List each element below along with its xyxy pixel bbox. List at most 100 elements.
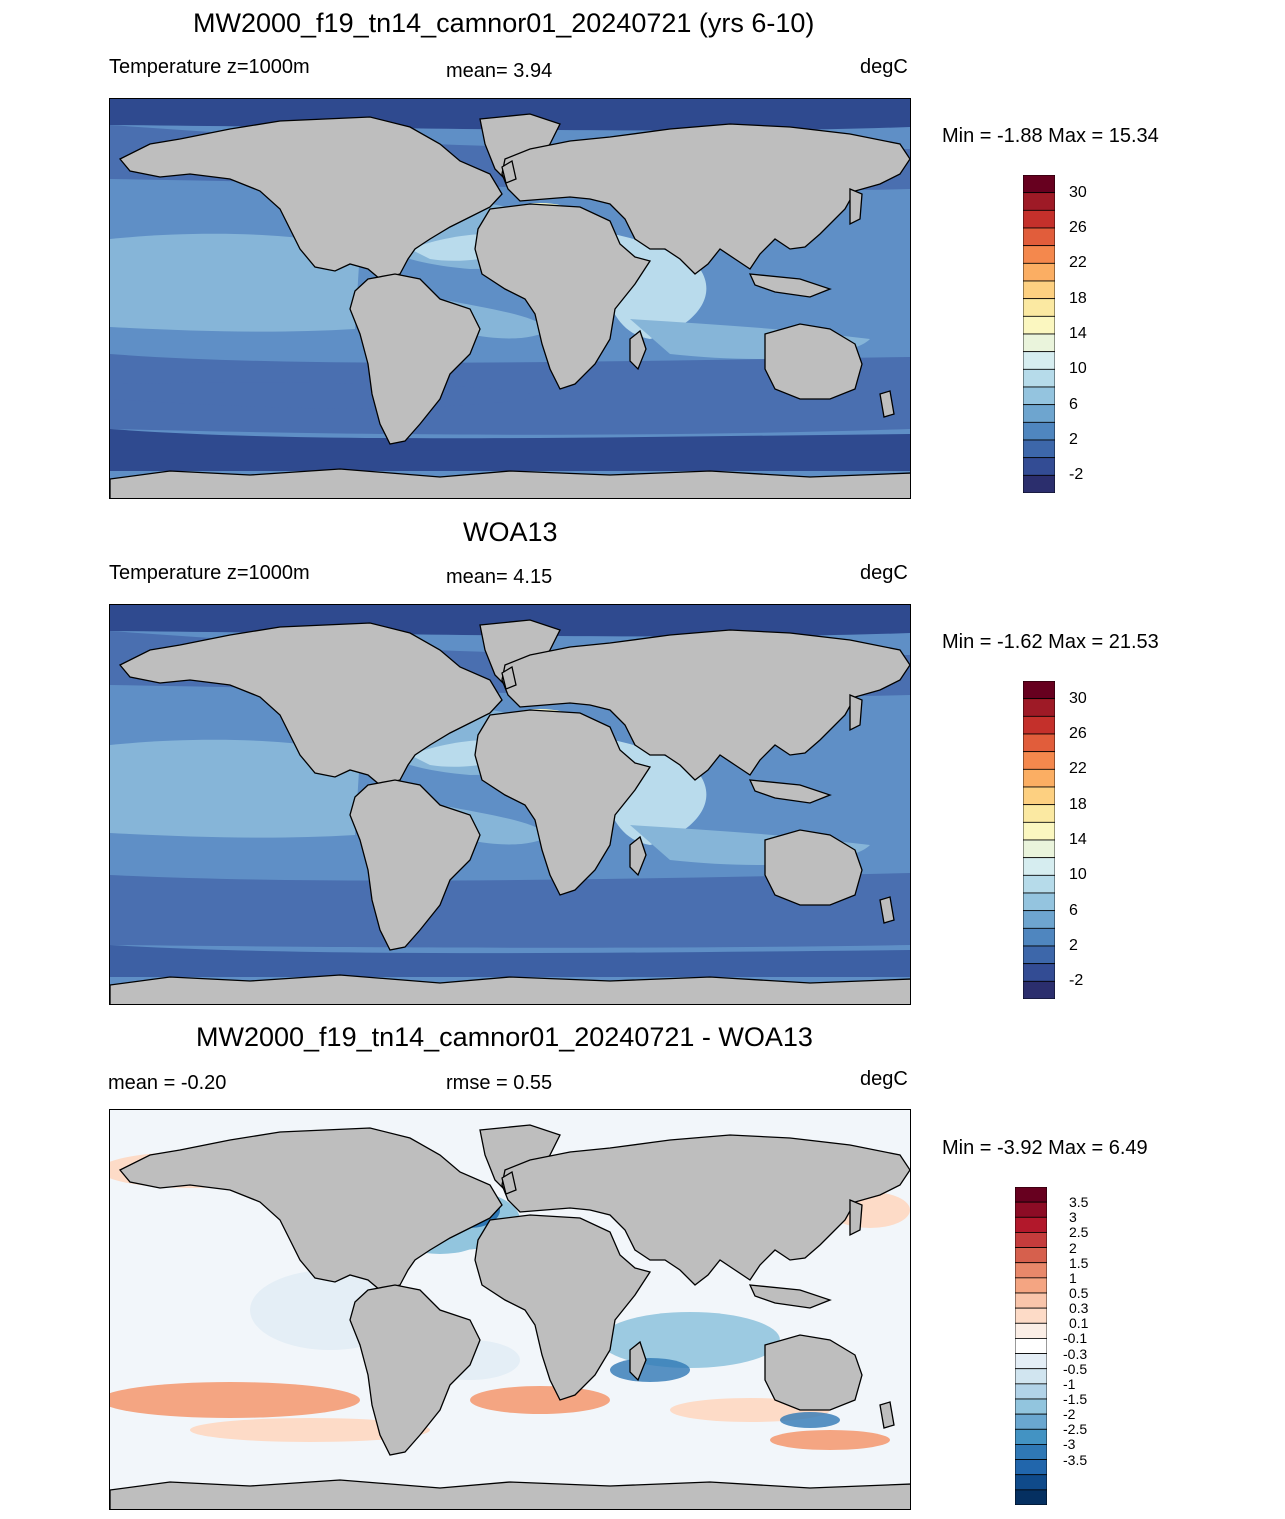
colorbar-tick-label: -1 (1063, 1375, 1076, 1392)
colorbar-swatches (1015, 1187, 1047, 1505)
colorbar-swatch (1015, 1232, 1047, 1248)
panel1-mean-label: mean= 3.94 (446, 60, 553, 82)
colorbar-tick-label: 1 (1069, 1269, 1077, 1286)
colorbar-tick-label: -2 (1069, 972, 1084, 990)
colorbar-swatch (1023, 698, 1055, 717)
land-masses (110, 1124, 910, 1509)
colorbar-tick-label: -2.5 (1063, 1421, 1088, 1438)
colorbar-swatch (1015, 1398, 1047, 1415)
pacific-warm (110, 739, 360, 838)
land-japan (849, 694, 863, 732)
colorbar-swatches (1023, 681, 1055, 999)
colorbar-swatch (1023, 421, 1055, 441)
colorbar-swatch (1023, 910, 1055, 929)
colorbar-swatch (1023, 209, 1055, 229)
southern-deep-band (110, 873, 910, 948)
colorbar-tick-label: 10 (1069, 866, 1087, 884)
colorbar-swatch (1023, 404, 1055, 423)
colorbar-tick-label: -2 (1069, 466, 1084, 484)
panel1-colorbar: 30 26 22 18 14 10 6 2 -2 (1023, 175, 1123, 493)
colorbar-swatch (1023, 839, 1055, 859)
land-newzealand (879, 390, 895, 418)
colorbar-swatch (1023, 245, 1055, 264)
colorbar-swatch (1023, 751, 1055, 770)
colorbar-swatch (1023, 874, 1055, 894)
land-madagascar (629, 835, 647, 877)
colorbar-swatch (1023, 175, 1055, 194)
colorbar-tick-label: 14 (1069, 325, 1087, 342)
land-southAmerica (349, 1284, 481, 1456)
land-eurasia (501, 1134, 910, 1286)
colorbar-tick-label: 30 (1069, 183, 1087, 201)
colorbar-swatch (1023, 315, 1055, 335)
land-uk (501, 159, 517, 184)
panel3-difference-map (109, 1109, 911, 1510)
colorbar-swatch (1023, 963, 1055, 982)
panel3-title: MW2000_f19_tn14_camnor01_20240721 - WOA1… (196, 1022, 813, 1052)
panel3-rmse-label: rmse = 0.55 (446, 1072, 553, 1094)
colorbar-tick-label: 14 (1069, 831, 1087, 848)
colorbar-tick-label: 2 (1069, 1239, 1077, 1256)
colorbar-swatch (1023, 298, 1055, 317)
colorbar-tick-label: 18 (1069, 795, 1087, 813)
colorbar-swatch (1015, 1338, 1047, 1354)
colorbar-swatch (1023, 368, 1055, 388)
colorbar-swatch (1015, 1216, 1047, 1233)
panel1-variable-label: Temperature z=1000m (109, 56, 310, 78)
southern-cool-east (780, 1412, 840, 1428)
land-antarctica (110, 468, 910, 498)
colorbar-tick-label: 2.5 (1069, 1224, 1089, 1241)
colorbar-swatch (1023, 804, 1055, 823)
colorbar-tick-label: 3.5 (1069, 1194, 1089, 1211)
land-madagascar (629, 1340, 647, 1382)
colorbar-swatch (1015, 1353, 1047, 1370)
land-uk (501, 665, 517, 690)
colorbar-swatch (1015, 1262, 1047, 1279)
colorbar-swatch (1023, 821, 1055, 841)
colorbar-swatch (1015, 1474, 1047, 1491)
colorbar-tick-label: 26 (1069, 219, 1087, 236)
colorbar-tick-label: -3.5 (1063, 1451, 1088, 1468)
colorbar-tick-label: -0.1 (1063, 1330, 1088, 1347)
land-eurasia (501, 629, 910, 781)
land-northAmerica (118, 1127, 503, 1291)
colorbar-tick-label: -1.5 (1063, 1391, 1088, 1407)
land-africa (474, 1214, 652, 1401)
colorbar-swatch (1023, 262, 1055, 282)
colorbar-swatch (1023, 733, 1055, 753)
panel3-colorbar: 3.5 3 2.5 2 1.5 1 0.5 0.3 0.1 -0.1 -0.3 -0.5 -1 -1.5-… (1015, 1187, 1125, 1505)
colorbar-tick-label: 22 (1069, 760, 1087, 778)
land-australia (764, 323, 863, 400)
colorbar-tick-label: 6 (1069, 901, 1078, 919)
colorbar-tick-label: -2 (1063, 1406, 1076, 1423)
land-masses (110, 619, 910, 1004)
land-antarctica (110, 1479, 910, 1509)
indian-ocean-cool (600, 1312, 780, 1368)
colorbar-tick-label: 3 (1069, 1209, 1077, 1226)
panel2-colorbar: 30 26 22 18 14 10 6 2 -2 (1023, 681, 1123, 999)
colorbar-swatch (1015, 1489, 1047, 1505)
colorbar-tick-label: 0.1 (1069, 1315, 1089, 1332)
panel3-minmax-label: Min = -3.92 Max = 6.49 (942, 1137, 1148, 1159)
colorbar-swatch (1015, 1459, 1047, 1476)
colorbar-tick-label: -3 (1063, 1436, 1076, 1453)
land-northAmerica (118, 622, 503, 786)
colorbar-swatch (1015, 1201, 1047, 1218)
colorbar-tick-label: 2 (1069, 937, 1078, 954)
colorbar-swatch (1023, 280, 1055, 300)
colorbar-swatch (1015, 1322, 1047, 1339)
colorbar-tick-label: 2 (1069, 431, 1078, 448)
south-pacific-warm-light (190, 1418, 430, 1442)
panel3-units-label: degC (860, 1068, 908, 1090)
land-antarctica (110, 974, 910, 1004)
land-eurasia (501, 123, 910, 275)
colorbar-swatch (1023, 945, 1055, 965)
land-newzealand (879, 896, 895, 924)
land-japan (849, 188, 863, 226)
land-uk (501, 1170, 517, 1195)
land-japan (849, 1199, 863, 1237)
colorbar-swatch (1023, 192, 1055, 211)
south-pacific-warm (110, 1382, 360, 1418)
colorbar-tick-label: 26 (1069, 725, 1087, 742)
land-southAmerica (349, 779, 481, 951)
